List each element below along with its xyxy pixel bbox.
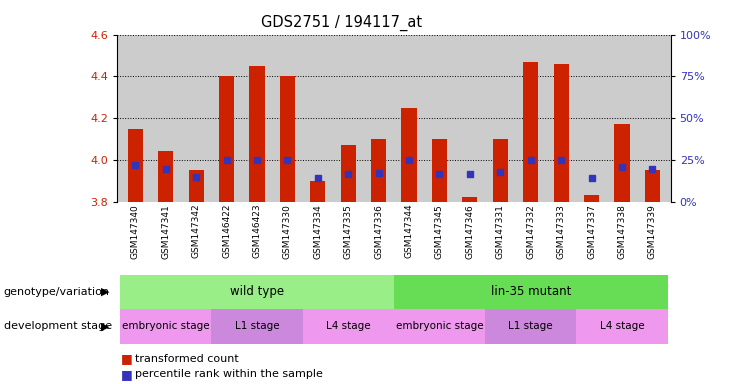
Text: GSM147342: GSM147342 bbox=[192, 204, 201, 258]
Bar bbox=[402, 108, 416, 202]
Text: ■: ■ bbox=[121, 368, 133, 381]
Text: GSM147338: GSM147338 bbox=[617, 204, 626, 259]
Bar bbox=[485, 309, 576, 344]
Bar bbox=[493, 139, 508, 202]
Bar bbox=[394, 309, 485, 344]
Text: lin-35 mutant: lin-35 mutant bbox=[491, 285, 571, 298]
Text: GSM147331: GSM147331 bbox=[496, 204, 505, 259]
Text: GSM146422: GSM146422 bbox=[222, 204, 231, 258]
Bar bbox=[432, 139, 447, 202]
Text: percentile rank within the sample: percentile rank within the sample bbox=[135, 369, 323, 379]
Bar bbox=[120, 275, 394, 309]
Bar bbox=[127, 129, 143, 202]
Text: GSM147336: GSM147336 bbox=[374, 204, 383, 259]
Text: GSM147333: GSM147333 bbox=[556, 204, 565, 259]
Text: wild type: wild type bbox=[230, 285, 284, 298]
Text: L4 stage: L4 stage bbox=[326, 321, 370, 331]
Bar bbox=[120, 309, 211, 344]
Text: ▶: ▶ bbox=[102, 287, 110, 297]
Bar bbox=[158, 152, 173, 202]
Bar bbox=[188, 170, 204, 202]
Bar bbox=[394, 275, 668, 309]
Text: GSM147335: GSM147335 bbox=[344, 204, 353, 259]
Bar bbox=[310, 181, 325, 202]
Bar bbox=[554, 64, 569, 202]
Bar bbox=[614, 124, 630, 202]
Bar bbox=[219, 76, 234, 202]
Bar bbox=[211, 309, 302, 344]
Text: L4 stage: L4 stage bbox=[599, 321, 644, 331]
Text: ■: ■ bbox=[121, 353, 133, 366]
Text: L1 stage: L1 stage bbox=[508, 321, 553, 331]
Bar bbox=[462, 197, 477, 202]
Text: GSM147334: GSM147334 bbox=[313, 204, 322, 258]
Bar bbox=[280, 76, 295, 202]
Text: GSM147341: GSM147341 bbox=[162, 204, 170, 258]
Bar bbox=[576, 309, 668, 344]
Text: GSM147330: GSM147330 bbox=[283, 204, 292, 259]
Bar bbox=[523, 62, 538, 202]
Text: GSM147345: GSM147345 bbox=[435, 204, 444, 258]
Bar bbox=[302, 309, 394, 344]
Text: embryonic stage: embryonic stage bbox=[396, 321, 483, 331]
Bar bbox=[645, 170, 660, 202]
Text: GDS2751 / 194117_at: GDS2751 / 194117_at bbox=[262, 15, 422, 31]
Bar bbox=[250, 66, 265, 202]
Text: L1 stage: L1 stage bbox=[235, 321, 279, 331]
Text: genotype/variation: genotype/variation bbox=[4, 287, 110, 297]
Text: GSM147346: GSM147346 bbox=[465, 204, 474, 258]
Text: GSM147332: GSM147332 bbox=[526, 204, 535, 258]
Text: transformed count: transformed count bbox=[135, 354, 239, 364]
Text: GSM147344: GSM147344 bbox=[405, 204, 413, 258]
Bar bbox=[584, 195, 599, 202]
Text: ▶: ▶ bbox=[102, 321, 110, 331]
Bar bbox=[371, 139, 386, 202]
Text: development stage: development stage bbox=[4, 321, 112, 331]
Text: embryonic stage: embryonic stage bbox=[122, 321, 210, 331]
Text: GSM147339: GSM147339 bbox=[648, 204, 657, 259]
Bar bbox=[341, 145, 356, 202]
Text: GSM146423: GSM146423 bbox=[253, 204, 262, 258]
Text: GSM147337: GSM147337 bbox=[587, 204, 596, 259]
Text: GSM147340: GSM147340 bbox=[131, 204, 140, 258]
